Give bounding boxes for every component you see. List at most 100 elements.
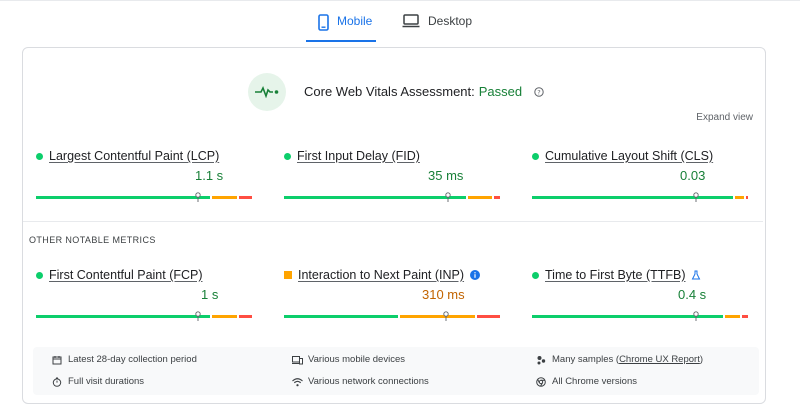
samples-prefix: Many samples ( xyxy=(552,354,620,365)
p75-marker-icon xyxy=(194,308,202,321)
stopwatch-icon xyxy=(52,377,62,387)
samples-suffix: ) xyxy=(699,354,704,365)
chrome-icon xyxy=(536,376,546,387)
metric-inp-value: 310 ms xyxy=(422,287,465,302)
top-border xyxy=(0,0,800,4)
collection-period-text: Latest 28-day collection period xyxy=(68,354,197,365)
bar-poor-segment xyxy=(745,196,748,199)
good-dot-icon xyxy=(36,271,43,279)
metric-fid-value: 35 ms xyxy=(428,168,464,183)
other-metrics-heading: OTHER NOTABLE METRICS xyxy=(29,235,156,245)
metric-cls: Cumulative Layout Shift (CLS) 0.03 xyxy=(532,149,754,202)
metric-lcp-link[interactable]: Largest Contentful Paint (LCP) xyxy=(49,149,220,163)
assessment-label: Core Web Vitals Assessment: xyxy=(304,83,475,99)
bar-good-segment xyxy=(532,315,723,318)
good-dot-icon xyxy=(532,271,539,279)
metric-fid: First Input Delay (FID) 35 ms xyxy=(284,149,506,202)
metric-title: Interaction to Next Paint (INP) xyxy=(284,268,506,282)
devices-text: Various mobile devices xyxy=(308,354,405,365)
devices: Various mobile devices xyxy=(292,354,405,365)
bar-poor-segment xyxy=(493,196,500,199)
tab-mobile-label: Mobile xyxy=(337,14,373,28)
metric-fcp-link[interactable]: First Contentful Paint (FCP) xyxy=(49,268,203,282)
info-icon[interactable] xyxy=(470,270,481,280)
tab-desktop-label: Desktop xyxy=(428,14,473,28)
metric-fcp: First Contentful Paint (FCP) 1 s xyxy=(36,268,258,321)
metric-lcp-value: 1.1 s xyxy=(195,168,224,183)
devices-icon xyxy=(292,355,303,365)
cwv-assessment: Core Web Vitals Assessment: Passed ? xyxy=(248,72,544,112)
tab-desktop[interactable]: Desktop xyxy=(402,14,472,44)
metric-lcp: Largest Contentful Paint (LCP) 1.1 s xyxy=(36,149,258,202)
laptop-icon xyxy=(402,14,420,31)
metric-title: Cumulative Layout Shift (CLS) xyxy=(532,149,754,163)
bar-poor-segment xyxy=(741,315,748,318)
bar-poor-segment xyxy=(476,315,500,318)
distribution-bar xyxy=(36,189,252,202)
visit-durations: Full visit durations xyxy=(52,376,144,387)
field-data-card: Core Web Vitals Assessment: Passed ? Expa… xyxy=(22,47,766,404)
distribution-bar xyxy=(284,189,500,202)
pulse-icon xyxy=(248,73,286,111)
metric-fcp-value: 1 s xyxy=(201,287,219,302)
good-dot-icon xyxy=(532,152,539,160)
wifi-icon xyxy=(292,377,303,387)
bar-poor-segment xyxy=(239,196,252,199)
bar-needs-improvement-segment xyxy=(724,315,740,318)
distribution-bar xyxy=(36,308,252,321)
bar-good-segment xyxy=(532,196,734,199)
metric-fid-link[interactable]: First Input Delay (FID) xyxy=(297,149,420,163)
bar-needs-improvement-segment xyxy=(468,196,492,199)
bar-good-segment xyxy=(284,315,399,318)
active-tab-indicator xyxy=(306,40,376,42)
bar-poor-segment xyxy=(239,315,252,318)
metric-inp: Interaction to Next Paint (INP) 310 ms xyxy=(284,268,506,321)
p75-marker-icon xyxy=(692,308,700,321)
expand-view-link[interactable]: Expand view xyxy=(696,112,753,123)
metric-title: First Contentful Paint (FCP) xyxy=(36,268,258,282)
needs-improvement-square-icon xyxy=(284,271,292,279)
metric-ttfb-link[interactable]: Time to First Byte (TTFB) xyxy=(545,268,686,282)
metric-title: Time to First Byte (TTFB) xyxy=(532,268,754,282)
bar-needs-improvement-segment xyxy=(211,315,238,318)
calendar-icon xyxy=(52,355,62,365)
metric-inp-link[interactable]: Interaction to Next Paint (INP) xyxy=(298,268,465,282)
metric-cls-link[interactable]: Cumulative Layout Shift (CLS) xyxy=(545,149,714,163)
samples: Many samples (Chrome UX Report) xyxy=(536,354,703,365)
people-icon xyxy=(536,355,546,365)
assessment-text: Core Web Vitals Assessment: Passed ? xyxy=(304,84,544,100)
chrome-versions-text: All Chrome versions xyxy=(552,376,637,387)
chrome-versions: All Chrome versions xyxy=(536,376,637,387)
network-text: Various network connections xyxy=(308,376,429,387)
svg-text:?: ? xyxy=(537,88,540,96)
bar-good-segment xyxy=(36,315,210,318)
good-dot-icon xyxy=(284,152,291,160)
chrome-ux-report-link[interactable]: Chrome UX Report xyxy=(619,354,700,365)
bar-needs-improvement-segment xyxy=(211,196,238,199)
visit-durations-text: Full visit durations xyxy=(68,376,145,387)
metric-title: First Input Delay (FID) xyxy=(284,149,506,163)
p75-marker-icon xyxy=(442,308,450,321)
bar-good-segment xyxy=(284,196,467,199)
distribution-bar xyxy=(532,189,748,202)
section-divider xyxy=(23,221,763,222)
tab-mobile[interactable]: Mobile xyxy=(318,14,372,44)
bar-needs-improvement-segment xyxy=(400,315,475,318)
help-icon[interactable]: ? xyxy=(534,85,544,100)
metric-cls-value: 0.03 xyxy=(680,168,706,183)
p75-marker-icon xyxy=(444,189,452,202)
p75-marker-icon xyxy=(194,189,202,202)
collection-period: Latest 28-day collection period xyxy=(52,354,197,365)
samples-text: Many samples (Chrome UX Report) xyxy=(552,354,703,365)
p75-marker-icon xyxy=(692,189,700,202)
metric-title: Largest Contentful Paint (LCP) xyxy=(36,149,258,163)
device-tabs: Mobile Desktop xyxy=(0,8,800,44)
network: Various network connections xyxy=(292,376,429,387)
flask-icon[interactable] xyxy=(691,270,701,280)
metric-ttfb-value: 0.4 s xyxy=(678,287,707,302)
data-source-footer: Latest 28-day collection period Full vis… xyxy=(33,347,759,395)
assessment-status: Passed xyxy=(478,83,523,99)
phone-icon xyxy=(318,14,329,34)
good-dot-icon xyxy=(36,152,43,160)
bar-needs-improvement-segment xyxy=(735,196,744,199)
